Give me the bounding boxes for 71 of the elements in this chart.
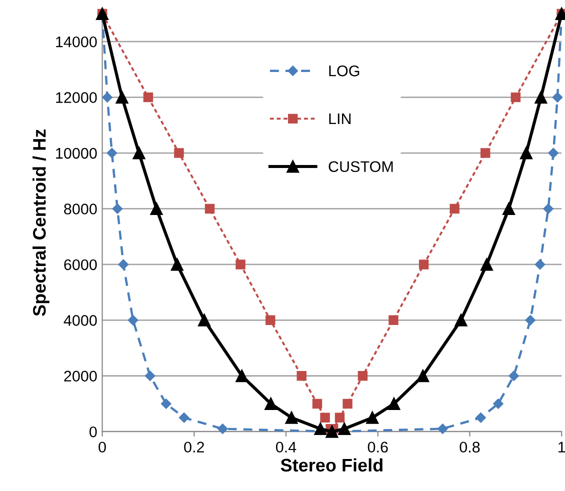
point [366, 411, 379, 424]
point [312, 398, 322, 409]
point [236, 260, 246, 270]
point [338, 422, 351, 436]
point [170, 258, 184, 271]
point [118, 259, 129, 270]
x-tick-label: 0.6 [368, 442, 388, 453]
x-tick-label: 1 [558, 442, 565, 452]
y-tick-label: 12000 [56, 92, 97, 103]
point [502, 202, 516, 215]
point [476, 412, 486, 423]
y-tick-label: 14000 [56, 36, 97, 48]
point [218, 424, 228, 434]
point [418, 260, 429, 270]
point [150, 202, 163, 215]
point [296, 371, 306, 381]
point [204, 204, 215, 214]
point [416, 370, 430, 382]
point [552, 92, 563, 102]
point [314, 422, 327, 436]
point [450, 204, 460, 214]
y-tick-label: 4000 [64, 315, 97, 326]
x-axis-title: Stereo Field [280, 458, 382, 472]
point [174, 148, 184, 158]
point [236, 370, 248, 382]
y-tick-label: 0 [90, 426, 97, 438]
point [454, 314, 468, 326]
point [493, 398, 504, 409]
point [128, 315, 138, 326]
point [320, 412, 330, 423]
legend-label: CUSTOM [328, 161, 393, 172]
point [388, 397, 400, 410]
y-axis-title: Spectral Centroid / Hz [32, 130, 50, 316]
point [534, 91, 548, 104]
point [520, 146, 532, 160]
point [143, 92, 154, 102]
x-tick-label: 0 [98, 442, 106, 453]
point [198, 314, 210, 326]
point [480, 148, 490, 158]
point [358, 371, 368, 381]
point [285, 411, 298, 424]
point [144, 370, 156, 381]
point [342, 398, 352, 409]
x-tick-label: 0.4 [276, 442, 296, 453]
y-tick-label: 8000 [64, 204, 97, 214]
point [388, 315, 398, 326]
point [132, 146, 146, 160]
point [508, 370, 519, 381]
point [510, 92, 521, 102]
point [543, 204, 554, 214]
y-tick-label: 2000 [64, 370, 97, 382]
point [266, 315, 276, 326]
y-tick-label: 6000 [64, 259, 97, 270]
point [264, 397, 278, 410]
point [480, 258, 493, 271]
point [106, 148, 118, 158]
point [178, 412, 190, 423]
point [334, 412, 345, 423]
point [438, 424, 448, 434]
point [548, 148, 558, 158]
point [112, 204, 123, 214]
x-tick-label: 0.2 [184, 442, 204, 453]
legend-label: LOG [329, 66, 360, 76]
point [525, 315, 536, 326]
point [534, 259, 546, 270]
y-tick-label: 10000 [56, 148, 97, 159]
point [102, 92, 112, 102]
x-tick-label: 0.8 [460, 442, 480, 453]
point [116, 91, 128, 104]
legend-label: LIN [329, 114, 351, 124]
point [161, 398, 172, 409]
